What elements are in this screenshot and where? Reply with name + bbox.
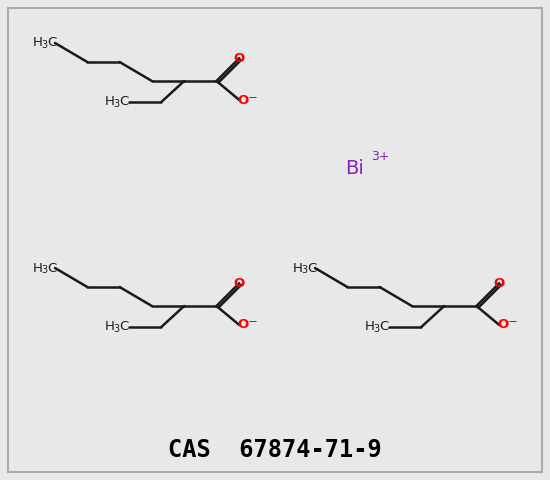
Text: C: C — [119, 321, 128, 334]
Text: Bi: Bi — [345, 158, 364, 178]
Text: 3: 3 — [113, 324, 119, 334]
Text: O: O — [494, 276, 505, 290]
Text: 3: 3 — [41, 40, 47, 50]
Text: −: − — [507, 315, 517, 328]
Text: 3: 3 — [301, 265, 307, 275]
Text: O: O — [237, 319, 249, 332]
Text: O: O — [234, 52, 245, 65]
Text: 3: 3 — [41, 265, 47, 275]
Text: C: C — [47, 36, 56, 49]
Text: O: O — [497, 319, 509, 332]
Text: 3: 3 — [113, 99, 119, 109]
Text: H: H — [33, 262, 43, 275]
Text: CAS  67874-71-9: CAS 67874-71-9 — [168, 438, 382, 462]
Text: H: H — [293, 262, 303, 275]
Text: O: O — [237, 94, 249, 107]
Text: H: H — [105, 96, 115, 108]
Text: C: C — [307, 262, 316, 275]
Text: 3+: 3+ — [371, 151, 389, 164]
Text: −: − — [248, 315, 257, 328]
Text: −: − — [248, 91, 257, 104]
Text: 3: 3 — [373, 324, 380, 334]
Text: O: O — [234, 276, 245, 290]
Text: H: H — [365, 321, 375, 334]
Text: H: H — [33, 36, 43, 49]
Text: C: C — [47, 262, 56, 275]
Text: C: C — [379, 321, 388, 334]
Text: H: H — [105, 321, 115, 334]
Text: C: C — [119, 96, 128, 108]
